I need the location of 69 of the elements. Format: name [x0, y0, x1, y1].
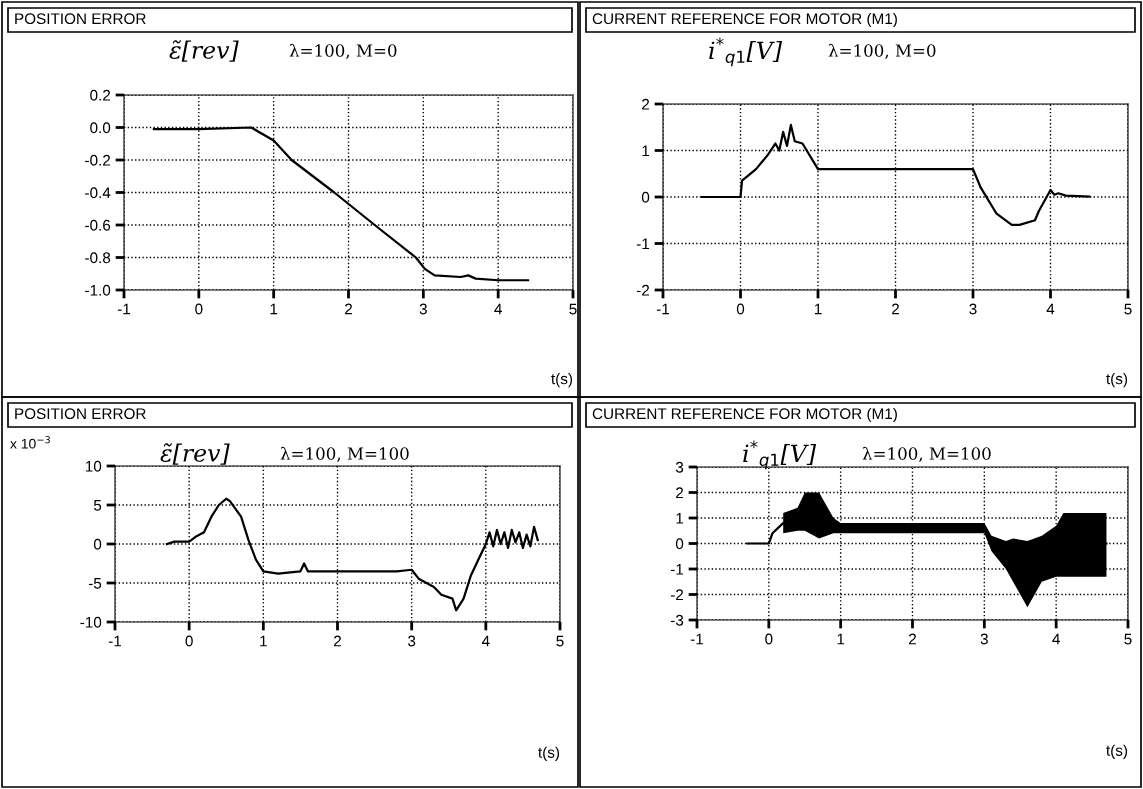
y-tick-label: -2	[636, 284, 650, 296]
y-tick-label: 3	[675, 461, 684, 473]
x-tick-label: 5	[556, 635, 564, 647]
y-tick-label: 2	[676, 487, 684, 499]
x-tick-label: 3	[419, 303, 427, 315]
y-tick-label: 10	[85, 460, 102, 472]
y-axis-title: ε̃[rev]	[160, 443, 230, 465]
y-axis-title: i$^{*}$$_{q1}$[V]	[743, 440, 817, 470]
x-tick-label: 3	[980, 633, 988, 645]
x-tick-label: 5	[1124, 633, 1132, 645]
x-tick-label: -1	[108, 635, 122, 647]
y-tick-label: 1	[676, 513, 684, 524]
x-tick-label: 4	[1046, 303, 1055, 315]
x-tick-label: 4	[481, 635, 490, 647]
y-tick-label: -1	[636, 238, 650, 250]
y-tick-label: -1	[670, 564, 684, 575]
y-tick-label: -1.0	[85, 284, 111, 296]
y-tick-label: -3	[670, 614, 684, 626]
text: x 10$^{−3}$	[10, 435, 50, 449]
x-tick-label: -1	[656, 303, 670, 315]
y-tick-label: 0	[641, 191, 650, 203]
x-tick-label: 2	[892, 303, 899, 315]
x-tick-label: 0	[195, 303, 203, 315]
x-tick-label: -1	[117, 303, 131, 315]
y-tick-label: 5	[93, 500, 102, 511]
x-tick-label: 4	[494, 303, 502, 315]
x-axis-title: t(s)	[1106, 372, 1128, 388]
y-tick-label: 0	[93, 538, 102, 550]
x-tick-label: 1	[814, 303, 822, 315]
y-tick-label: -0.6	[85, 219, 111, 231]
y-tick-label: -0.4	[85, 187, 111, 199]
x-tick-label: 2	[909, 633, 916, 645]
y-tick-label: 0.0	[90, 122, 111, 134]
y-tick-label: -10	[80, 616, 102, 628]
x-tick-label: 1	[260, 635, 267, 647]
x-tick-label: 3	[969, 303, 977, 315]
chart-title: POSITION ERROR	[15, 408, 146, 420]
y-axis-title: i$^{*}$$_{q1}$[V]	[709, 37, 783, 67]
y-tick-label: -0.2	[85, 154, 111, 166]
x-tick-label: 2	[345, 303, 352, 315]
x-tick-label: 3	[408, 635, 416, 647]
x-axis-title: t(s)	[551, 372, 573, 388]
text: λ=100, M=0	[289, 43, 397, 59]
y-tick-label: 2	[642, 98, 650, 110]
chart-title: POSITION ERROR	[15, 13, 146, 25]
x-axis-title: t(s)	[1106, 744, 1128, 759]
x-tick-label: 0	[736, 303, 745, 315]
x-axis-title: t(s)	[538, 746, 560, 761]
text: λ=100, M=100	[862, 446, 991, 462]
y-tick-label: 1	[642, 145, 650, 157]
x-tick-label: 2	[334, 635, 341, 647]
y-tick-label: -0.8	[85, 252, 111, 264]
y-tick-label: 0	[675, 538, 684, 550]
x-tick-label: 0	[765, 633, 773, 645]
x-tick-label: 1	[270, 303, 278, 315]
x-tick-label: -1	[690, 633, 704, 645]
x-tick-label: 5	[1124, 303, 1132, 315]
x-tick-label: 5	[569, 303, 577, 315]
x-tick-label: 4	[1052, 633, 1060, 645]
y-axis-title: ε̃[rev]	[169, 40, 239, 62]
chart-title: CURRENT REFERENCE FOR MOTOR (M1)	[592, 12, 897, 28]
x-tick-label: 1	[837, 633, 845, 645]
y-tick-label: -5	[88, 578, 102, 589]
chart-title: CURRENT REFERENCE FOR MOTOR (M1)	[592, 407, 897, 423]
y-tick-label: 0.2	[90, 89, 111, 101]
y-tick-label: -2	[670, 589, 684, 601]
x-tick-label: 0	[185, 635, 193, 647]
text: λ=100, M=0	[828, 43, 936, 59]
text: λ=100, M=100	[280, 446, 409, 462]
